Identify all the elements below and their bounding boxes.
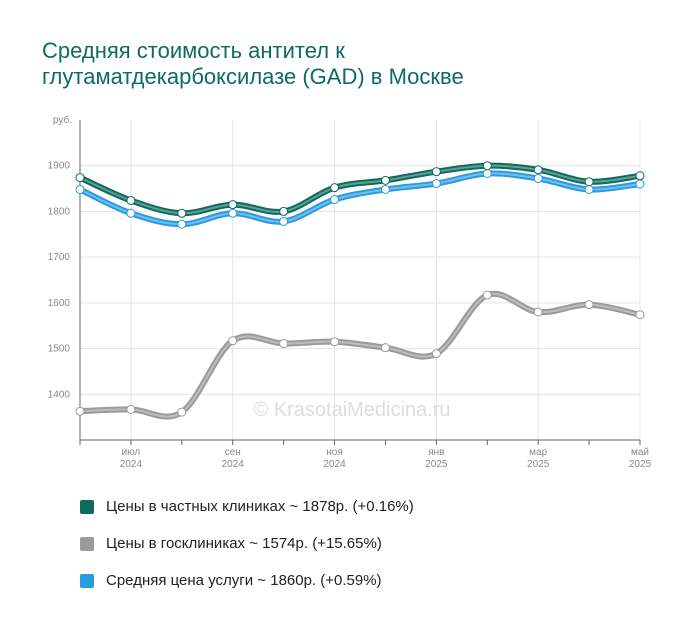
legend-label: Средняя цена услуги ~ 1860р. (+0.59%) (106, 572, 382, 589)
legend-item: Цены в госклиниках ~ 1574р. (+15.65%) (80, 525, 414, 562)
y-unit: руб. (53, 114, 72, 126)
legend-swatch (80, 536, 94, 551)
legend-label: Цены в госклиниках ~ 1574р. (+15.65%) (106, 535, 382, 552)
series-line (78, 162, 641, 217)
x-tick-label: 2025 (425, 459, 448, 470)
x-tick-label: 2025 (527, 459, 550, 470)
x-tick-label: июл (122, 447, 141, 458)
x-tick-label: 2025 (629, 459, 652, 470)
point (228, 336, 238, 346)
point (533, 307, 543, 317)
point (177, 219, 187, 229)
point (380, 184, 390, 194)
point (228, 200, 238, 210)
y-tick-label: 1600 (48, 298, 71, 309)
chart: руб.140015001600170018001900июл2024сен20… (48, 114, 652, 470)
point (533, 165, 543, 175)
point (75, 173, 85, 183)
point (75, 184, 85, 194)
point (533, 174, 543, 184)
point (279, 206, 289, 216)
point (228, 208, 238, 218)
point (431, 167, 441, 177)
point (279, 339, 289, 349)
point (126, 404, 136, 414)
point (75, 406, 85, 416)
point (482, 168, 492, 178)
point (380, 175, 390, 185)
point (330, 183, 340, 193)
watermark: © KrasotaiMedicina.ru (253, 399, 450, 421)
point (635, 171, 645, 181)
point (279, 216, 289, 226)
legend: Цены в частных клиниках ~ 1878р. (+0.16%… (80, 488, 414, 599)
legend-item: Цены в частных клиниках ~ 1878р. (+0.16%… (80, 488, 414, 525)
legend-swatch (80, 499, 94, 514)
point (635, 179, 645, 189)
y-tick-label: 1500 (48, 344, 71, 355)
point (635, 310, 645, 320)
point (584, 300, 594, 310)
legend-label: Цены в частных клиниках ~ 1878р. (+0.16%… (106, 498, 414, 515)
x-tick-label: 2024 (323, 459, 346, 470)
y-tick-label: 1700 (48, 252, 71, 263)
x-tick-label: ноя (326, 447, 343, 458)
point (330, 337, 340, 347)
point (330, 195, 340, 205)
chart-title: Средняя стоимость антител к глутаматдека… (42, 38, 464, 89)
point (431, 349, 441, 359)
point (177, 208, 187, 218)
point (431, 179, 441, 189)
legend-item: Средняя цена услуги ~ 1860р. (+0.59%) (80, 562, 414, 599)
legend-swatch (80, 573, 94, 588)
point (584, 177, 594, 187)
x-tick-label: мар (529, 447, 547, 458)
point (482, 161, 492, 171)
y-tick-label: 1400 (48, 389, 71, 400)
y-tick-label: 1900 (48, 161, 71, 172)
x-tick-label: сен (225, 447, 241, 458)
point (126, 195, 136, 205)
point (126, 208, 136, 218)
y-tick-label: 1800 (48, 206, 71, 217)
x-tick-label: май (631, 447, 649, 458)
point (177, 407, 187, 417)
point (584, 184, 594, 194)
point (482, 290, 492, 300)
x-tick-label: 2024 (120, 459, 143, 470)
point (380, 343, 390, 353)
x-tick-label: янв (428, 447, 444, 458)
x-tick-label: 2024 (222, 459, 245, 470)
